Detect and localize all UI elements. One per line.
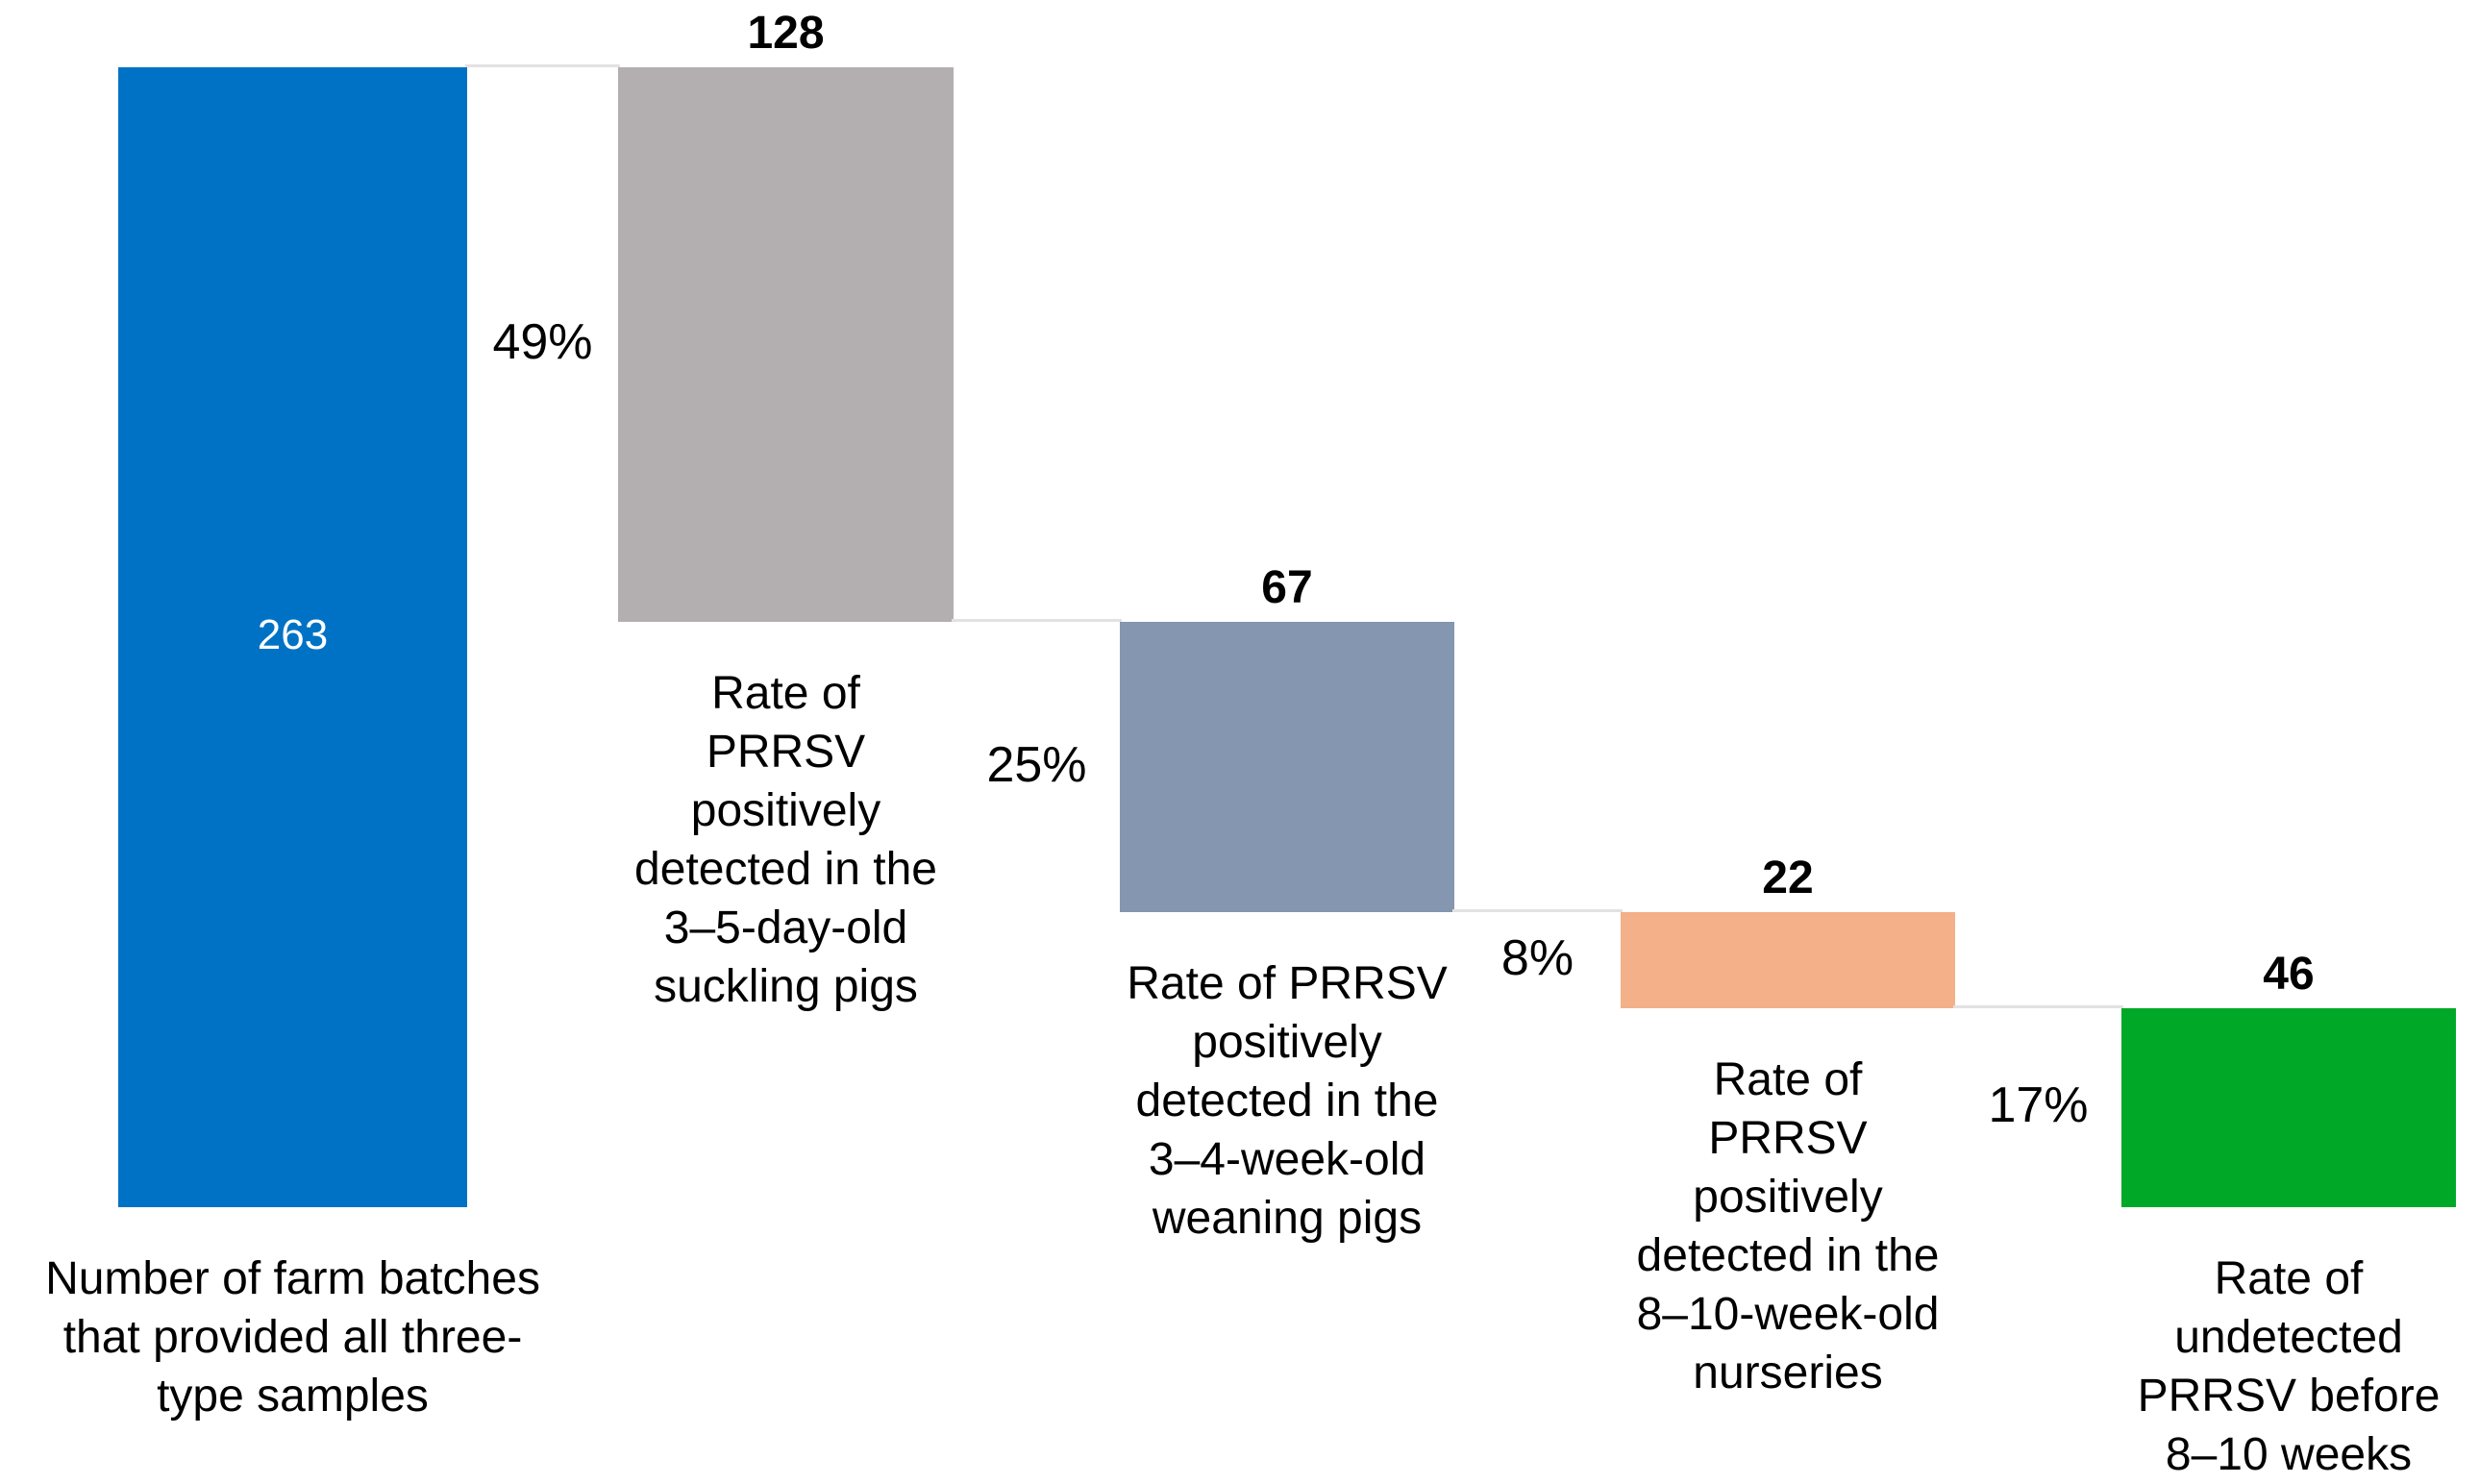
caption-line: 8–10 weeks bbox=[2165, 1429, 2413, 1481]
bar-value-label-suckling-pigs-positive: 128 bbox=[747, 8, 825, 60]
caption-line: positively bbox=[1192, 1017, 1382, 1069]
caption-line: detected in the bbox=[1636, 1229, 1940, 1281]
caption-line: undetected bbox=[2174, 1312, 2403, 1364]
caption-line: weaning pigs bbox=[1152, 1193, 1423, 1245]
connector-line-2 bbox=[952, 619, 1122, 623]
caption-line: nurseries bbox=[1693, 1347, 1883, 1398]
bar-caption-nurseries-positive: Rate of PRRSV positively detected in the 8–1… bbox=[1490, 1051, 2086, 1402]
caption-line: suckling pigs bbox=[654, 961, 918, 1013]
percent-label-undetected: 17% bbox=[1988, 1077, 2089, 1134]
caption-line: detected in the bbox=[634, 844, 937, 896]
caption-line: Rate of bbox=[1713, 1053, 1863, 1105]
percent-label-suckling-pigs-positive: 49% bbox=[492, 314, 593, 371]
caption-line: type samples bbox=[157, 1371, 429, 1422]
percent-label-weaning-pigs-positive: 25% bbox=[986, 737, 1087, 794]
bar-value-label-weaning-pigs-positive: 67 bbox=[1261, 562, 1313, 614]
bar-value-label-undetected: 46 bbox=[2263, 948, 2315, 1000]
bar-value-label-farm-batches-total: 263 bbox=[257, 610, 329, 658]
percent-label-nurseries-positive: 8% bbox=[1500, 929, 1574, 986]
caption-line: that provided all three- bbox=[62, 1312, 523, 1364]
caption-line: PRRSV before bbox=[2137, 1371, 2441, 1422]
caption-line: Rate of bbox=[711, 668, 860, 720]
caption-line: 3–4-week-old bbox=[1148, 1134, 1426, 1186]
caption-line: Rate of bbox=[2214, 1253, 2364, 1305]
bar-farm-batches-total bbox=[118, 67, 467, 1208]
caption-line: 3–5-day-old bbox=[663, 903, 908, 954]
caption-line: detected in the bbox=[1135, 1076, 1439, 1127]
bar-caption-farm-batches-total: Number of farm batches that provided all … bbox=[0, 1249, 591, 1425]
caption-line: PRRSV bbox=[706, 727, 866, 779]
bar-caption-weaning-pigs-positive: Rate of PRRSV positively detected in the 3–… bbox=[989, 954, 1585, 1248]
bar-suckling-pigs-positive bbox=[618, 67, 954, 623]
caption-line: PRRSV bbox=[1708, 1112, 1868, 1164]
bar-nurseries-positive bbox=[1621, 912, 1955, 1008]
connector-line-1 bbox=[465, 64, 620, 67]
caption-line: positively bbox=[690, 785, 881, 837]
bar-weaning-pigs-positive bbox=[1120, 622, 1454, 913]
connector-line-4 bbox=[1953, 1004, 2123, 1008]
bar-caption-suckling-pigs-positive: Rate of PRRSV positively detected in the 3–5… bbox=[488, 664, 1084, 1016]
caption-line: positively bbox=[1693, 1171, 1883, 1223]
connector-line-3 bbox=[1452, 909, 1623, 913]
caption-line: 8–10-week-old bbox=[1636, 1288, 1940, 1340]
caption-line: Number of farm batches bbox=[45, 1253, 540, 1305]
bar-value-label-nurseries-positive: 22 bbox=[1762, 853, 1814, 904]
bar-undetected bbox=[2121, 1007, 2456, 1208]
caption-line: Rate of PRRSV bbox=[1127, 958, 1448, 1010]
bar-caption-undetected: Rate of undetected PRRSV before 8–10 weeks bbox=[1991, 1249, 2479, 1484]
